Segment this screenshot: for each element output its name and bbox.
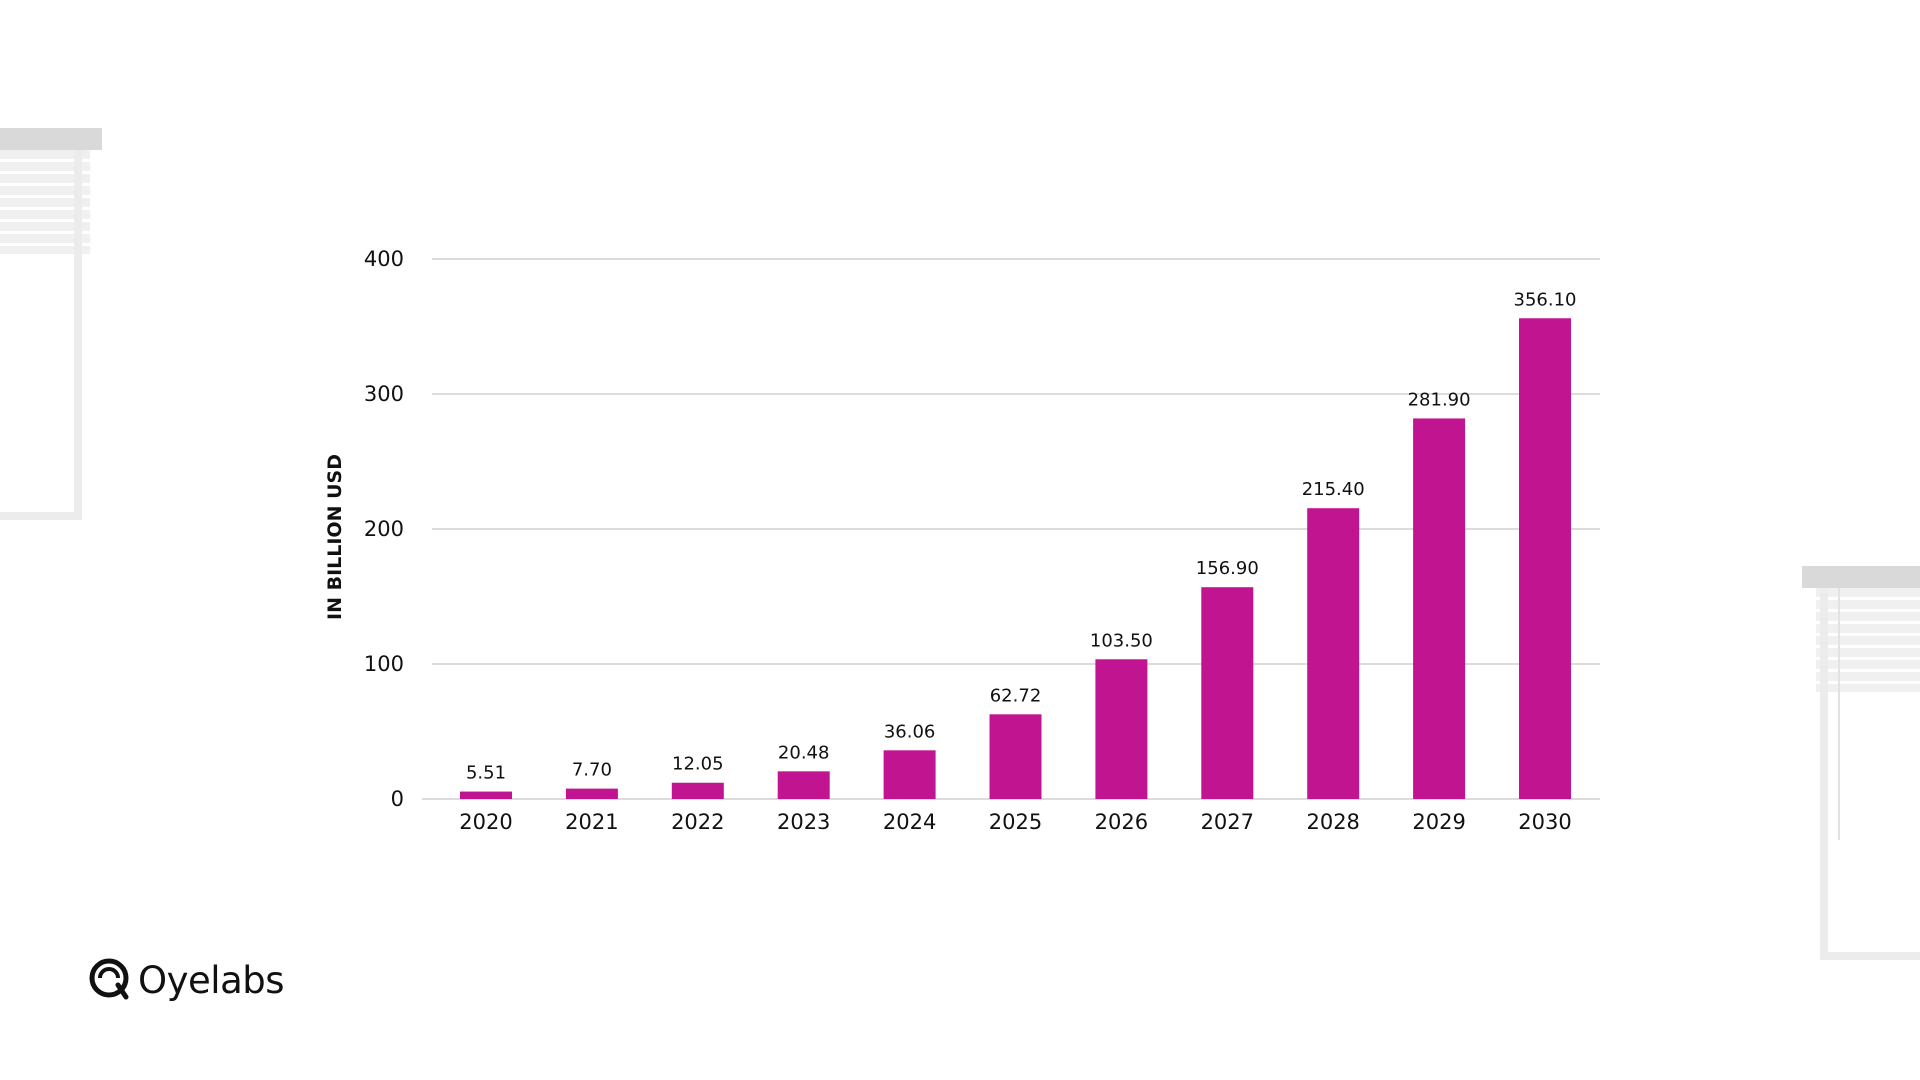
bar-2024 [883, 750, 936, 799]
x-tick-label-2026: 2026 [1095, 810, 1148, 834]
bar-2020 [460, 791, 512, 799]
y-axis-ticks: 0 100 200 300 400 [364, 247, 404, 811]
value-label-2020: 5.51 [466, 763, 506, 784]
x-tick-label-2023: 2023 [777, 810, 830, 834]
bar-2023 [777, 771, 830, 799]
x-tick-label-2022: 2022 [671, 810, 724, 834]
bar-2027 [1201, 587, 1254, 799]
bar-2021 [565, 788, 618, 799]
value-label-2022: 12.05 [672, 754, 724, 775]
x-tick-label-2021: 2021 [565, 810, 618, 834]
value-label-2023: 20.48 [778, 742, 830, 763]
bar-2025 [989, 714, 1042, 799]
y-tick-label: 100 [364, 652, 404, 676]
y-tick-label: 0 [391, 787, 404, 811]
x-axis-ticks: 2020 2021 2022 2023 2024 2025 2026 2027 2028 2029… [459, 810, 1571, 834]
x-tick-label-2024: 2024 [883, 810, 936, 834]
decorative-blind-right [1802, 566, 1920, 960]
value-label-2026: 103.50 [1090, 630, 1153, 651]
y-tick-label: 300 [364, 382, 404, 406]
oyelabs-logo-icon [88, 955, 130, 1006]
x-tick-label-2025: 2025 [989, 810, 1042, 834]
bar-2022 [671, 782, 724, 799]
x-tick-label-2028: 2028 [1306, 810, 1359, 834]
value-label-2027: 156.90 [1196, 558, 1259, 579]
bar-2026 [1095, 659, 1148, 799]
y-tick-label: 200 [364, 517, 404, 541]
bar-2030 [1519, 318, 1571, 799]
grid-lines [422, 258, 1600, 800]
value-label-2029: 281.90 [1408, 389, 1471, 410]
value-label-2021: 7.70 [572, 760, 612, 781]
value-label-2025: 62.72 [990, 685, 1042, 706]
x-tick-label-2020: 2020 [459, 810, 512, 834]
value-label-2028: 215.40 [1302, 479, 1365, 500]
bars [460, 318, 1571, 799]
value-label-2030: 356.10 [1514, 289, 1577, 310]
x-tick-label-2030: 2030 [1518, 810, 1571, 834]
y-tick-label: 400 [364, 247, 404, 271]
value-label-2024: 36.06 [884, 721, 936, 742]
decorative-blind-left [0, 128, 102, 520]
brand-name: Oyelabs [138, 958, 285, 1002]
brand-logo: Oyelabs [88, 955, 285, 1006]
value-labels: 5.51 7.70 12.05 20.48 36.06 62.72 103.50 156.90… [466, 289, 1577, 783]
x-tick-label-2027: 2027 [1201, 810, 1254, 834]
x-tick-label-2029: 2029 [1412, 810, 1465, 834]
y-axis-label: IN BILLION USD [324, 454, 346, 620]
bar-2028 [1307, 508, 1360, 799]
bar-2029 [1413, 418, 1466, 799]
